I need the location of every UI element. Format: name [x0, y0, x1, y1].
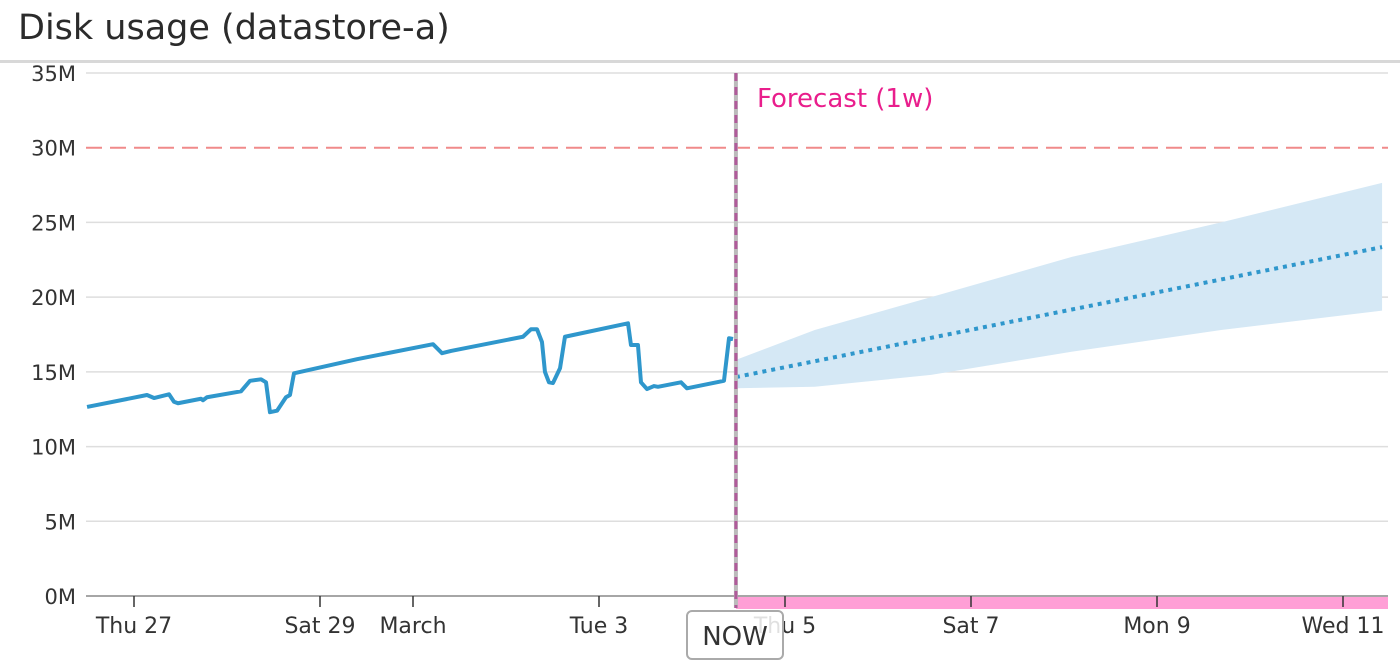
- forecast-label: Forecast (1w): [757, 84, 933, 114]
- forecast-period-bar: [735, 597, 1388, 609]
- title-divider: [0, 60, 1400, 63]
- forecast-median-line: [735, 245, 1383, 380]
- now-label: NOW: [686, 610, 784, 660]
- x-tick-label: March: [379, 614, 446, 639]
- x-tick-label: Sat 29: [284, 614, 355, 639]
- forecast-confidence-band: [735, 182, 1383, 389]
- y-tick-label: 30M: [31, 137, 76, 161]
- x-tick-label: Thu 27: [95, 614, 172, 639]
- actual-usage-line: [86, 321, 734, 415]
- x-tick-label: Wed 11: [1302, 614, 1385, 639]
- y-tick-label: 0M: [45, 585, 76, 609]
- y-tick-label: 35M: [31, 62, 76, 86]
- x-tick-label: Sat 7: [942, 614, 999, 639]
- y-tick-label: 15M: [31, 361, 76, 385]
- y-tick-label: 5M: [45, 510, 76, 534]
- y-tick-label: 25M: [31, 211, 76, 235]
- y-tick-label: 20M: [31, 286, 76, 310]
- forecast-band: [735, 182, 1383, 389]
- y-axis: 0M 5M 10M 15M 20M 25M 30M 35M: [31, 62, 76, 609]
- y-tick-label: 10M: [31, 436, 76, 460]
- x-tick-label: Mon 9: [1123, 614, 1190, 639]
- x-tick-label: Tue 3: [569, 614, 629, 639]
- chart-title: Disk usage (datastore-a): [18, 8, 450, 48]
- series-lines: [86, 245, 1383, 415]
